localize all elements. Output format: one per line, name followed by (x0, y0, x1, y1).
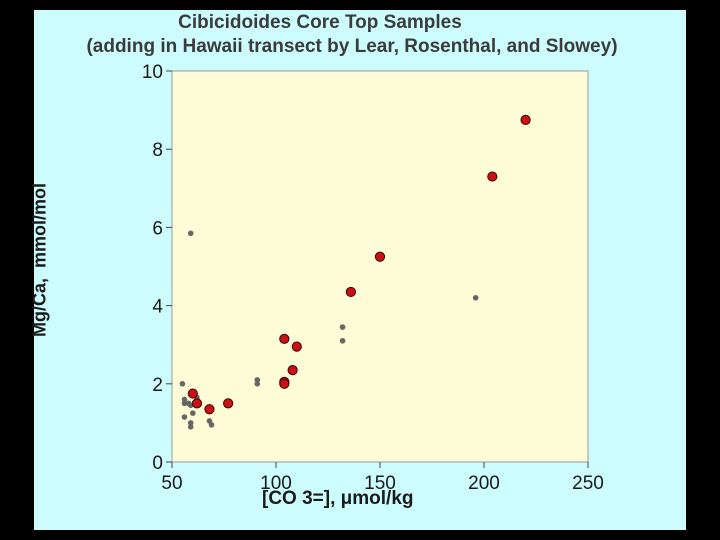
core-top-data-point (254, 381, 261, 387)
hawaii-data-point (345, 286, 356, 298)
core-top-data-point (187, 230, 194, 237)
x-tick-label: 150 (364, 473, 396, 494)
x-tick-label: 250 (572, 473, 604, 494)
y-tick-label: 10 (142, 62, 163, 83)
hawaii-data-point (191, 398, 203, 409)
hawaii-data-point (204, 404, 215, 415)
chart-title-line1: Cibicidoides Core Top Samples (178, 12, 462, 33)
hawaii-data-point (279, 378, 290, 389)
core-top-data-point (254, 377, 261, 383)
core-top-data-point (339, 337, 346, 344)
data-points (179, 114, 531, 430)
y-axis-label: Mg/Ca, mmol/mol (29, 182, 50, 338)
chart-title-line2: (adding in Hawaii transect by Lear, Rose… (86, 36, 618, 57)
x-tick-label: 100 (260, 473, 292, 494)
hawaii-data-point (279, 333, 290, 344)
core-top-data-point (208, 422, 215, 428)
hawaii-data-point (187, 388, 198, 399)
core-top-data-point (181, 400, 188, 407)
core-top-data-point (181, 414, 188, 420)
core-top-data-point (190, 410, 196, 416)
hawaii-data-point (487, 171, 498, 182)
y-tick-label: 2 (152, 375, 163, 396)
hawaii-data-point (374, 251, 386, 262)
x-axis-label: [CO 3=], μmol/kg (262, 488, 414, 509)
x-tick-label: 50 (161, 473, 182, 494)
x-tick-label: 200 (468, 473, 500, 494)
core-top-data-point (179, 381, 186, 387)
core-top-data-point (339, 324, 346, 330)
hawaii-data-point (223, 398, 234, 409)
y-tick-label: 0 (152, 453, 163, 474)
hawaii-data-point (287, 365, 298, 376)
hawaii-data-point (520, 114, 531, 125)
axes: 50 100 150 200 250 0 2 4 6 8 10 (142, 62, 604, 494)
core-top-data-point (187, 420, 194, 426)
hawaii-data-point (291, 341, 302, 352)
y-tick-label: 8 (152, 140, 163, 161)
plot-area (171, 70, 589, 463)
core-top-data-point (187, 424, 194, 430)
core-top-data-point (181, 396, 188, 403)
core-top-data-point (472, 294, 479, 301)
y-tick-label: 6 (152, 218, 163, 239)
y-tick-label: 4 (152, 297, 163, 318)
